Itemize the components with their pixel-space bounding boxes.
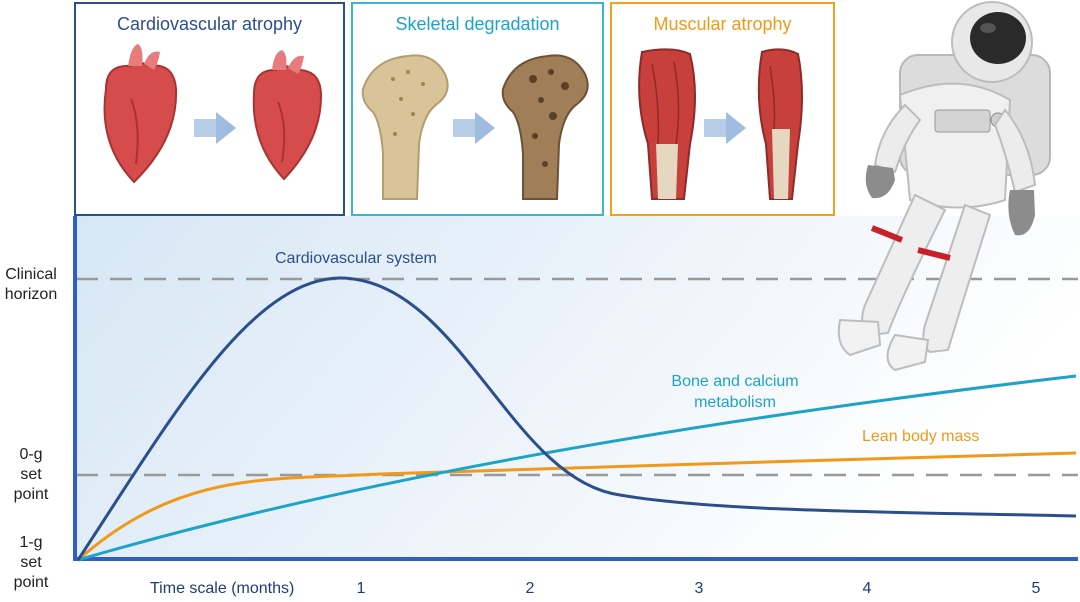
healthy-heart-icon — [103, 44, 178, 184]
arrow-icon — [453, 112, 495, 144]
astronaut-illustration — [837, 1, 1051, 372]
y-label-clinical-horizon: Clinical horizon — [0, 265, 62, 305]
y-label-line: set — [20, 554, 42, 571]
y-label-line: 0-g — [19, 446, 43, 463]
panel-title: Muscular atrophy — [653, 14, 792, 34]
healthy-bone-icon — [361, 54, 449, 200]
bone-calcium-label-line1: Bone and calcium — [671, 373, 799, 390]
y-label-line: Clinical — [5, 266, 57, 283]
bone-calcium-label: Bone and calcium metabolism — [660, 371, 810, 413]
y-label-line: horizon — [4, 286, 58, 303]
cardiovascular-atrophy-panel: Cardiovascular atrophy — [74, 2, 345, 216]
healthy-leg-muscle-icon — [638, 48, 696, 200]
x-tick-5: 5 — [1031, 580, 1041, 597]
panel-title: Skeletal degradation — [395, 14, 560, 34]
x-tick-1: 1 — [356, 580, 366, 597]
panel-title: Cardiovascular atrophy — [116, 14, 303, 34]
atrophied-leg-muscle-icon — [757, 48, 803, 200]
y-label-zero-g-set-point: 0-g set point — [0, 445, 62, 505]
degraded-bone-icon — [501, 54, 589, 200]
cardiovascular-curve — [76, 276, 1077, 561]
x-tick-2: 2 — [525, 580, 535, 597]
x-tick-3: 3 — [694, 580, 704, 597]
y-label-one-g-set-point: 1-g set point — [0, 533, 62, 593]
x-axis-label: Time scale (months) — [150, 580, 295, 597]
y-label-line: point — [13, 486, 49, 503]
bone-calcium-label-line2: metabolism — [694, 394, 776, 411]
skeletal-degradation-panel: Skeletal degradation — [351, 2, 604, 216]
muscular-atrophy-panel: Muscular atrophy — [610, 2, 835, 216]
bone-metabolism-curve — [77, 374, 1077, 562]
atrophied-heart-icon — [252, 50, 323, 181]
arrow-icon — [704, 112, 746, 144]
y-label-line: 1-g — [19, 534, 43, 551]
lean-body-mass-label: Lean body mass — [862, 428, 980, 445]
x-tick-4: 4 — [862, 580, 872, 597]
cardiovascular-system-label: Cardiovascular system — [275, 250, 437, 267]
y-label-line: set — [20, 466, 42, 483]
graph-background — [74, 216, 1080, 560]
y-label-line: point — [13, 574, 49, 591]
arrow-icon — [194, 112, 236, 144]
heart-illustration — [103, 44, 323, 184]
bone-illustration — [361, 54, 589, 200]
muscle-illustration — [638, 48, 803, 200]
